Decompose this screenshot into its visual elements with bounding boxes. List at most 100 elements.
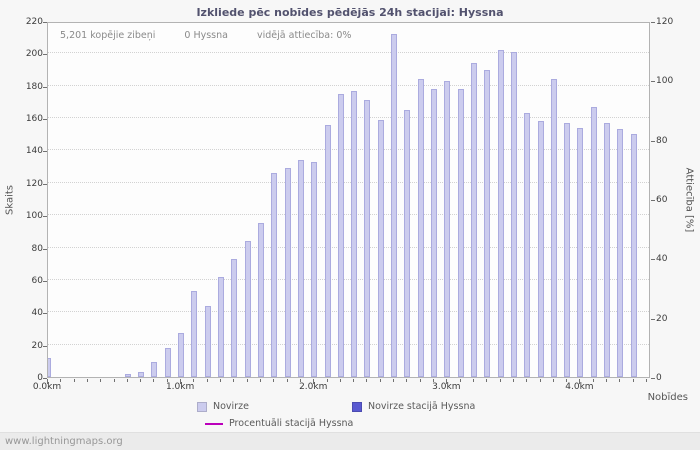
histogram-bar [470, 63, 477, 377]
x-axis-tick [233, 379, 235, 382]
x-axis-tick [166, 379, 168, 382]
x-axis-tick [86, 379, 88, 382]
y-axis-tick-right [651, 200, 655, 201]
x-axis-tick [353, 379, 355, 382]
histogram-bar [457, 88, 464, 377]
x-axis-tick [592, 379, 594, 382]
y-axis-tick-label-right: 60 [656, 195, 668, 205]
histogram-bar [484, 69, 491, 377]
x-axis-tick [206, 379, 208, 382]
chart-title: Izkliede pēc nobīdes pēdējās 24h stacija… [196, 6, 504, 19]
histogram-bar [244, 241, 251, 377]
legend-item-novirze: Novirze [197, 401, 249, 412]
gridline [48, 246, 649, 248]
histogram-bar [257, 223, 264, 377]
x-axis-tick [632, 379, 634, 382]
gridlines-layer [48, 23, 649, 377]
x-axis-tick [366, 379, 368, 382]
histogram-bar [524, 113, 531, 377]
gridline [48, 278, 649, 280]
histogram-bar [311, 161, 318, 377]
x-axis-tick [126, 379, 128, 382]
y-axis-tick-label-left: 20 [31, 340, 43, 351]
histogram-bar [630, 134, 637, 377]
histogram-bar [271, 173, 278, 377]
legend-item-procentuali: Procentuāli stacijā Hyssna [205, 418, 353, 429]
y-axis-tick-label-left: 100 [25, 211, 43, 222]
y-axis-tick-left [43, 183, 47, 185]
y-axis-tick-label-right: 120 [656, 17, 674, 27]
x-axis-tick [472, 379, 474, 382]
histogram-bar [218, 276, 225, 377]
y-axis-tick-right [651, 22, 655, 23]
y-axis-tick-left [43, 86, 47, 88]
y-axis-tick-label-left: 80 [31, 243, 43, 254]
y-axis-tick-right [651, 318, 655, 320]
histogram-bar [191, 291, 198, 377]
x-axis-tick [459, 379, 461, 382]
histogram-bar [604, 122, 611, 377]
x-axis-tick [273, 379, 275, 382]
x-axis-tick [526, 379, 528, 382]
x-axis-tick [286, 379, 288, 382]
x-axis-tick [299, 379, 301, 382]
x-axis-tick [60, 379, 62, 382]
stats-line: 5,201 kopējie zibeņi 0 Hyssna vidējā att… [60, 30, 377, 41]
procentuali-line-swatch [205, 422, 223, 425]
legend-label-novirze: Novirze [213, 401, 249, 412]
station-strikes-stat: 0 Hyssna [184, 30, 228, 41]
x-axis-tick [246, 379, 248, 382]
histogram-bar [324, 124, 331, 377]
legend-label-procentuali: Procentuāli stacijā Hyssna [229, 418, 354, 429]
x-axis-tick [326, 379, 328, 382]
x-axis-tick [446, 379, 448, 384]
x-axis-tick [379, 379, 381, 382]
y-axis-tick-left [43, 280, 47, 282]
x-axis-tick [539, 379, 541, 382]
histogram-bar [377, 119, 384, 377]
x-axis-tick [566, 379, 568, 382]
histogram-bar [337, 93, 344, 377]
y-axis-tick-label-left: 180 [25, 81, 43, 92]
x-axis-tick [140, 379, 142, 382]
y-axis-tick-left [43, 313, 47, 315]
y-axis-tick-left [43, 151, 47, 153]
x-axis-tick [153, 379, 155, 382]
y-axis-tick-label-left: 0 [37, 373, 43, 383]
x-axis-tick [406, 379, 408, 382]
histogram-bar [204, 305, 211, 377]
histogram-bar [564, 122, 571, 377]
histogram-bar [164, 347, 171, 377]
gridline [48, 214, 649, 216]
x-axis-tick [100, 379, 102, 382]
x-axis-tick [313, 379, 315, 384]
y-axis-tick-right [651, 140, 655, 142]
novirze-stacija-swatch [352, 401, 362, 412]
x-axis-tick [619, 379, 621, 382]
x-axis-tick [193, 379, 195, 382]
x-axis-tick [606, 379, 608, 382]
x-axis-tick [512, 379, 514, 382]
histogram-bar [151, 362, 158, 377]
histogram-bar [138, 372, 145, 377]
y-axis-tick-label-right: 40 [656, 254, 668, 265]
y-axis-tick-label-right: 20 [656, 313, 668, 324]
x-axis-tick [73, 379, 75, 382]
x-axis-tick-label: 0.0km [32, 382, 62, 392]
watermark: www.lightningmaps.org [5, 436, 123, 447]
novirze-swatch [197, 401, 207, 412]
y-axis-tick-label-right: 0 [656, 373, 662, 383]
y-axis-tick-right [651, 259, 655, 261]
y-axis-tick-right [651, 81, 655, 83]
histogram-bar [617, 129, 624, 377]
histogram-bar [577, 127, 584, 377]
y-axis-tick-left [43, 378, 47, 379]
gridline [48, 311, 649, 313]
histogram-bar [364, 100, 371, 377]
histogram-bar [284, 168, 291, 377]
histogram-bar [178, 333, 185, 377]
x-axis-tick [579, 379, 581, 384]
histogram-bar [444, 80, 451, 377]
y-axis-tick-label-left: 200 [25, 49, 43, 60]
